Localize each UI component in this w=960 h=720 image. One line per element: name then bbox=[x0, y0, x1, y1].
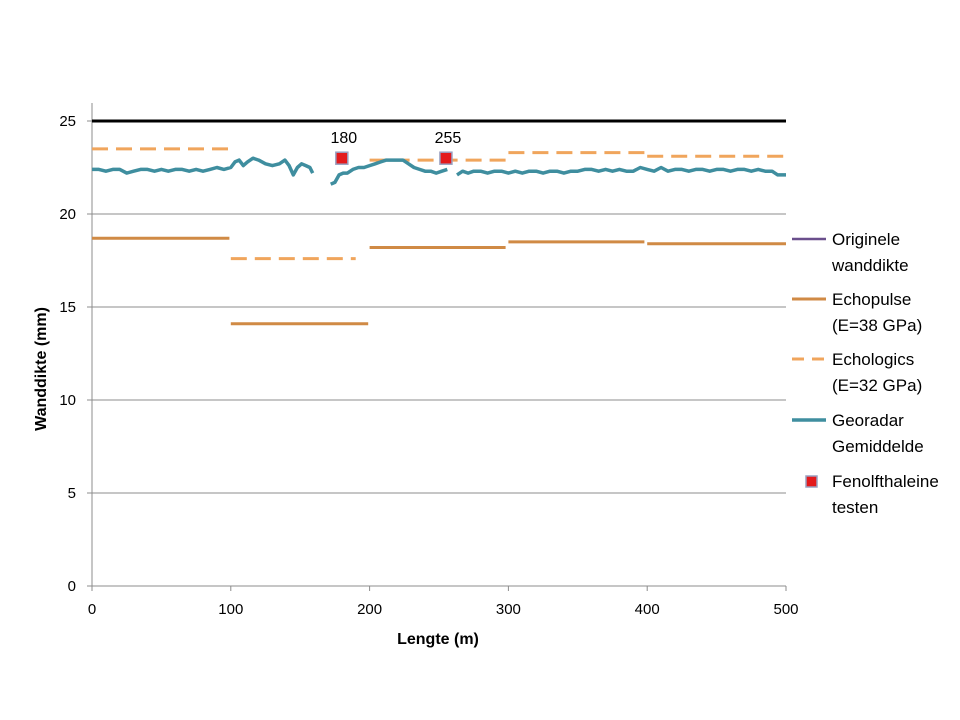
legend-echologics: Echologics (E=32 GPa) bbox=[792, 350, 922, 395]
y-tick-label-25: 25 bbox=[59, 113, 76, 130]
legend-original-text-2: wanddikte bbox=[831, 256, 909, 275]
legend-echopulse: Echopulse (E=38 GPa) bbox=[792, 290, 922, 335]
x-tick-label-400: 400 bbox=[635, 601, 660, 618]
x-tick-label-300: 300 bbox=[496, 601, 521, 618]
gridlines bbox=[92, 120, 786, 494]
x-tick-label-100: 100 bbox=[218, 601, 243, 618]
legend-georadar: Georadar Gemiddelde bbox=[792, 411, 924, 456]
axes bbox=[87, 103, 787, 591]
x-tick-label-500: 500 bbox=[773, 601, 798, 618]
georadar-line-segment-2 bbox=[330, 158, 448, 186]
y-tick-label-5: 5 bbox=[68, 485, 76, 502]
y-axis-title: Wanddikte (mm) bbox=[33, 307, 50, 431]
x-axis-title: Lengte (m) bbox=[397, 631, 479, 648]
legend-original-text-1: Originele bbox=[832, 230, 900, 249]
echopulse-line-series bbox=[92, 236, 786, 326]
y-tick-labels: 0 5 10 15 20 25 bbox=[59, 113, 76, 595]
y-tick-label-0: 0 bbox=[68, 578, 76, 595]
legend-georadar-text-2: Gemiddelde bbox=[832, 437, 924, 456]
legend-fenolftaleine-text-2: testen bbox=[832, 498, 878, 517]
fenolftaleine-marker-180 bbox=[335, 151, 349, 165]
fenolftaleine-markers: 180 255 bbox=[330, 130, 462, 165]
legend-echologics-text-1: Echologics bbox=[832, 350, 914, 369]
legend-echopulse-text-2: (E=38 GPa) bbox=[832, 316, 922, 335]
fenolftaleine-marker-255 bbox=[439, 151, 453, 165]
fenolftaleine-label-180: 180 bbox=[330, 130, 357, 147]
legend-georadar-text-1: Georadar bbox=[832, 411, 904, 430]
legend-echopulse-text-1: Echopulse bbox=[832, 290, 911, 309]
x-tick-label-200: 200 bbox=[357, 601, 382, 618]
y-tick-label-20: 20 bbox=[59, 206, 76, 223]
georadar-line-series bbox=[92, 156, 786, 186]
georadar-line-segment-1 bbox=[92, 156, 315, 177]
georadar-line-segment-3 bbox=[456, 165, 786, 177]
legend-echologics-text-2: (E=32 GPa) bbox=[832, 376, 922, 395]
legend-fenolftaleine-swatch bbox=[805, 475, 818, 488]
x-tick-labels: 0 100 200 300 400 500 bbox=[88, 601, 799, 618]
legend-fenolftaleine: Fenolfthaleine testen bbox=[805, 472, 939, 517]
plot-area: 180 255 bbox=[92, 119, 786, 326]
legend-original: Originele wanddikte bbox=[792, 230, 909, 275]
y-tick-label-15: 15 bbox=[59, 299, 76, 316]
echologics-line-series bbox=[92, 147, 786, 261]
x-tick-label-0: 0 bbox=[88, 601, 96, 618]
legend-fenolftaleine-text-1: Fenolfthaleine bbox=[832, 472, 939, 491]
y-tick-label-10: 10 bbox=[59, 392, 76, 409]
fenolftaleine-label-255: 255 bbox=[435, 130, 462, 147]
